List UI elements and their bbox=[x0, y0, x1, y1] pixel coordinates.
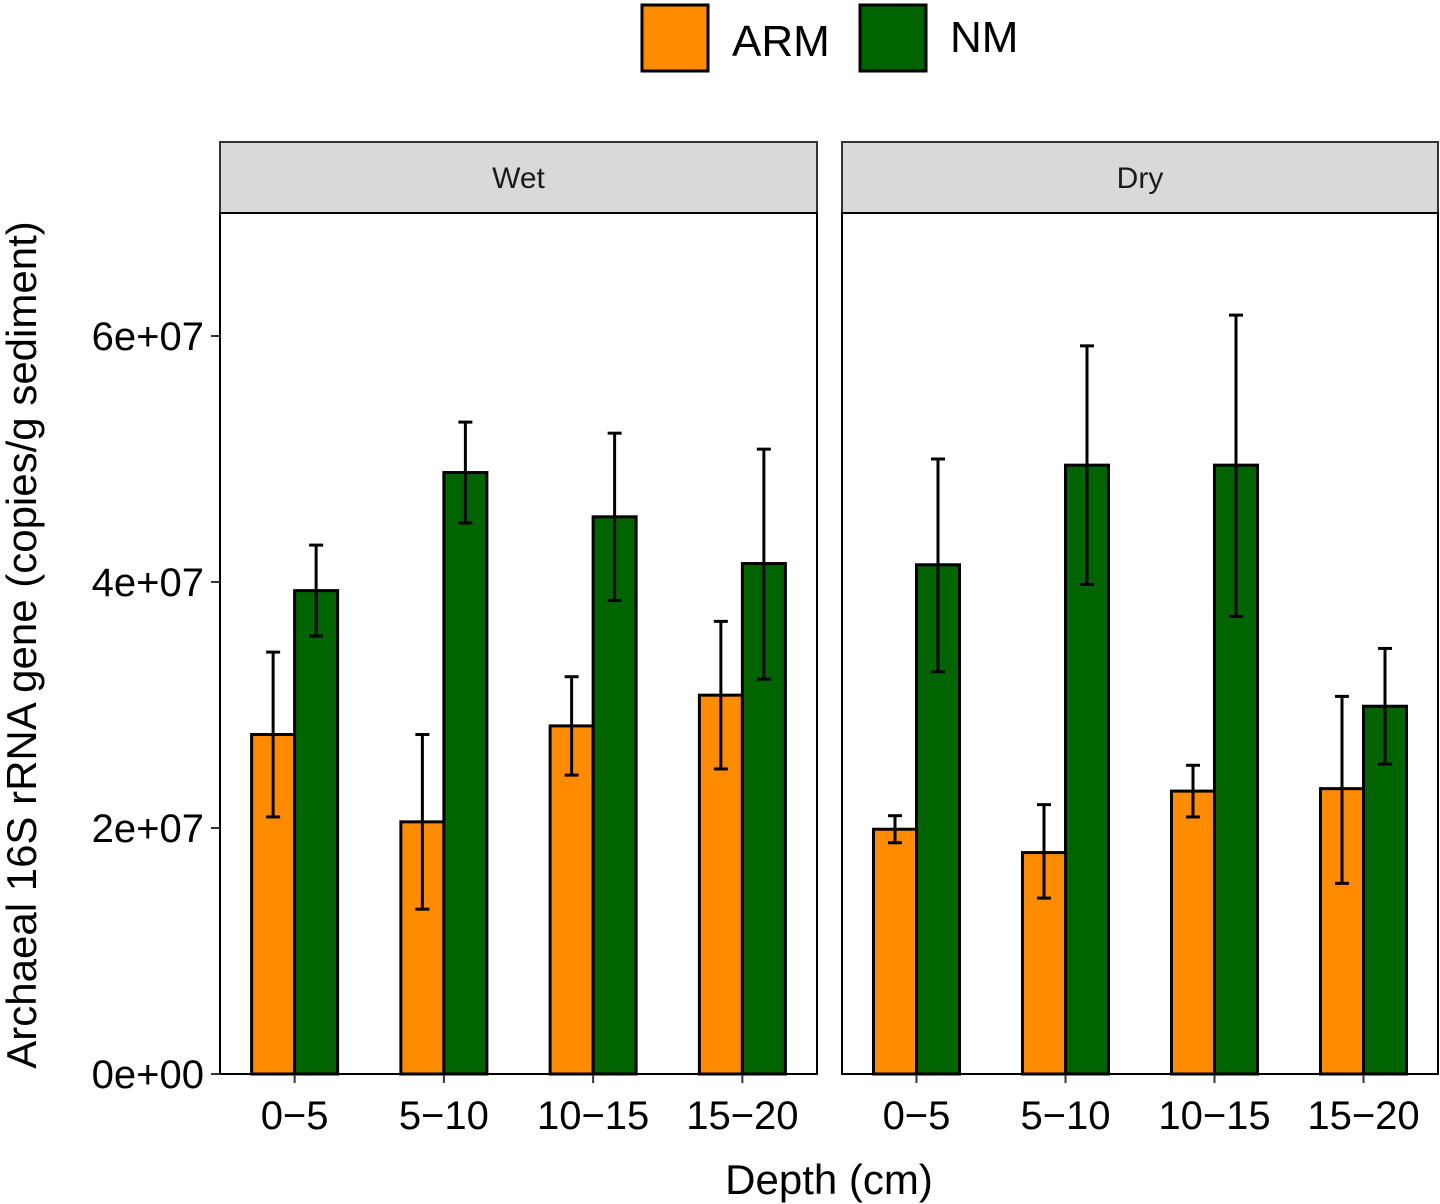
panel-wet: Wet 0−5 5−10 10−15 15−20 bbox=[219, 141, 818, 1138]
bar-dry-nm-4 bbox=[1362, 704, 1408, 1076]
x-tick-label-dry-3: 10−15 bbox=[1158, 1094, 1270, 1138]
strip-label-wet: Wet bbox=[492, 162, 545, 195]
error-bar-dry-nm-3 bbox=[1229, 313, 1243, 618]
error-bar-wet-nm-1 bbox=[309, 543, 324, 638]
legend-label-arm: ARM bbox=[732, 17, 830, 66]
legend-key-arm bbox=[640, 3, 710, 73]
y-tick-label-4: 6e+07 bbox=[92, 315, 204, 359]
y-tick-label-2: 2e+07 bbox=[92, 807, 204, 851]
y-axis: 0e+00 2e+07 4e+07 6e+07 bbox=[92, 315, 220, 1097]
legend-label-nm: NM bbox=[950, 13, 1018, 62]
error-bar-wet-nm-2 bbox=[458, 420, 473, 525]
error-bar-dry-nm-2 bbox=[1080, 344, 1094, 586]
bar-wet-nm-1 bbox=[293, 589, 340, 1076]
error-bar-wet-nm-3 bbox=[607, 431, 622, 602]
legend-key-nm bbox=[858, 3, 928, 73]
x-tick-label-wet-3: 10−15 bbox=[537, 1094, 649, 1138]
bar-wet-arm-3 bbox=[548, 724, 595, 1076]
panel-dry: Dry 0−5 5−10 10−15 15−20 bbox=[841, 141, 1439, 1138]
bar-dry-arm-3 bbox=[1170, 789, 1216, 1076]
y-tick-label-3: 4e+07 bbox=[92, 561, 204, 605]
x-tick-label-wet-2: 5−10 bbox=[399, 1094, 489, 1138]
panel-border-wet bbox=[219, 212, 818, 1075]
error-bar-wet-nm-4 bbox=[756, 447, 771, 681]
error-bar-dry-arm-4 bbox=[1335, 694, 1349, 885]
error-bar-dry-arm-1 bbox=[888, 814, 902, 845]
x-tick-label-wet-4: 15−20 bbox=[686, 1094, 798, 1138]
error-bar-wet-arm-3 bbox=[564, 675, 579, 777]
strip-label-dry: Dry bbox=[1117, 162, 1164, 195]
legend: ARM NM bbox=[640, 3, 1018, 73]
x-tick-label-wet-1: 0−5 bbox=[261, 1094, 329, 1138]
error-bar-wet-arm-2 bbox=[415, 733, 430, 911]
error-bar-dry-nm-4 bbox=[1378, 646, 1392, 766]
bar-wet-nm-2 bbox=[442, 471, 489, 1076]
error-bar-dry-nm-1 bbox=[931, 457, 945, 674]
strip-wet bbox=[219, 141, 818, 214]
strip-dry bbox=[841, 141, 1439, 214]
y-axis-title: Archaeal 16S rRNA gene (copies/g sedimen… bbox=[0, 221, 45, 1068]
x-tick-label-dry-1: 0−5 bbox=[883, 1094, 951, 1138]
error-bar-dry-arm-2 bbox=[1037, 803, 1051, 900]
panel-border-dry bbox=[841, 212, 1439, 1075]
error-bar-dry-arm-3 bbox=[1186, 763, 1200, 819]
facet-panels: Wet 0−5 5−10 10−15 15−20 Dry 0−5 5−10 10−15 15−20 bbox=[219, 141, 1439, 1138]
bar-wet-nm-3 bbox=[591, 515, 638, 1076]
bar-dry-arm-1 bbox=[872, 827, 918, 1076]
error-bar-wet-arm-1 bbox=[266, 650, 281, 819]
x-axis-title: Depth (cm) bbox=[725, 1156, 933, 1203]
x-tick-label-dry-2: 5−10 bbox=[1020, 1094, 1110, 1138]
error-bar-wet-arm-4 bbox=[713, 619, 728, 771]
x-tick-label-dry-4: 15−20 bbox=[1307, 1094, 1419, 1138]
y-tick-label-1: 0e+00 bbox=[92, 1053, 204, 1097]
